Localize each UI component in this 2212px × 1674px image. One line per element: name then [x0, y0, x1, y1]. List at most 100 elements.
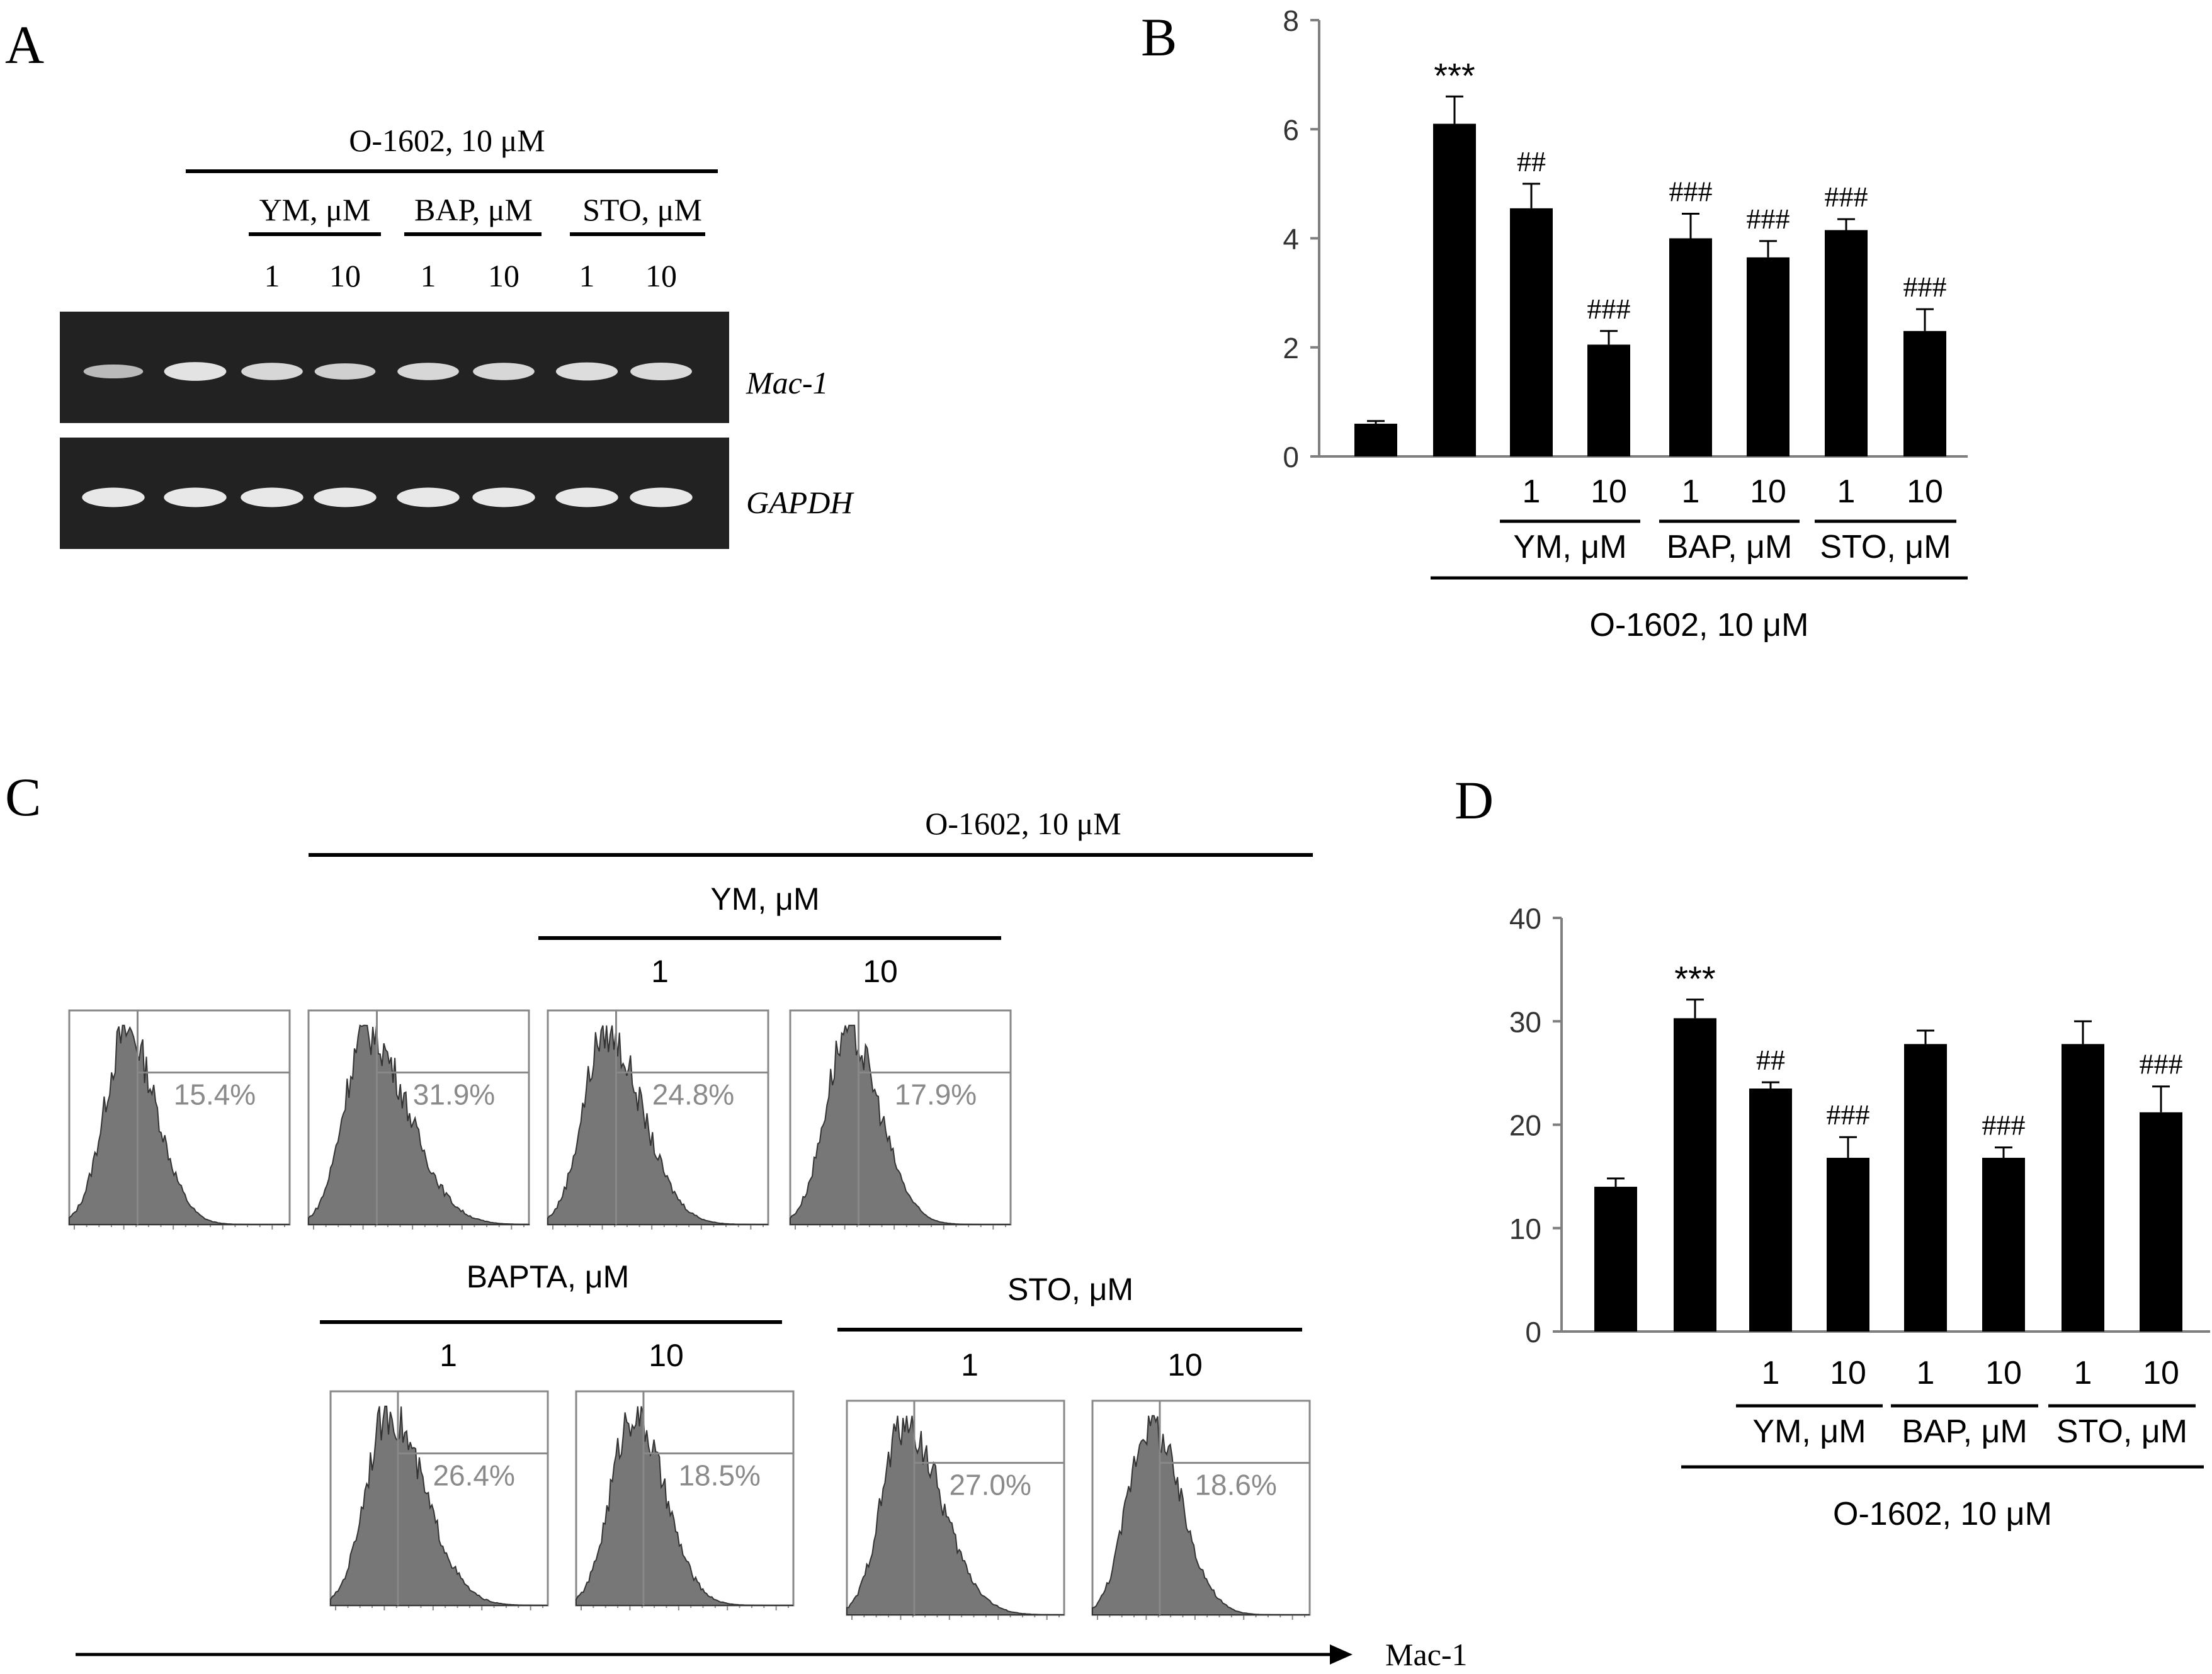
bar	[2140, 1112, 2182, 1332]
gel-gapdh-label: GAPDH	[746, 485, 854, 520]
y-tick-label: 0	[1283, 441, 1299, 473]
gel-gapdh-bands	[82, 487, 693, 507]
gel-mac1-label: Mac-1	[746, 365, 829, 400]
dose-label: 10	[1750, 473, 1786, 510]
dose-label: 1	[2074, 1355, 2092, 1391]
gel-band	[314, 363, 376, 380]
significance-label: ###	[1982, 1109, 2026, 1141]
gel-band	[397, 487, 460, 507]
treatment-label: O-1602, 10 μM	[1833, 1496, 2052, 1532]
gel-band	[82, 487, 145, 507]
gel-band	[314, 487, 377, 507]
bar	[1587, 344, 1630, 456]
gel-band	[164, 487, 227, 507]
significance-label: ***	[1674, 959, 1715, 998]
histogram-curve	[1092, 1415, 1310, 1615]
y-tick-label: 0	[1525, 1316, 1541, 1349]
gate-percentage: 26.4%	[433, 1459, 514, 1492]
significance-label: ###	[1903, 271, 1947, 303]
flow-histograms: 15.4% 31.9% 24.8% 17.9% 26.4% 18.5% 27.0% 18.6%	[68, 1009, 1311, 1620]
group-label: YM, μM	[1752, 1413, 1866, 1450]
histogram-plot: 24.8%	[547, 1009, 769, 1230]
gate-percentage: 27.0%	[949, 1469, 1031, 1502]
bar	[1747, 257, 1789, 456]
panel-a-dose-label: 10	[645, 258, 677, 293]
significance-label: ###	[2140, 1048, 2183, 1080]
bar	[2062, 1044, 2104, 1332]
histogram-curve	[576, 1406, 793, 1606]
bar	[1510, 208, 1553, 456]
gate-percentage: 31.9%	[413, 1078, 495, 1111]
histogram-plot: 15.4%	[68, 1009, 291, 1230]
gel-band	[241, 363, 303, 380]
y-tick-label: 2	[1283, 332, 1299, 365]
panel-a-group-label-sto: STO, μM	[582, 192, 702, 227]
panel-c-ym-label: YM, μM	[710, 881, 819, 917]
group-label: BAP, μM	[1667, 529, 1793, 565]
bar	[1904, 1044, 1947, 1332]
gate-percentage: 24.8%	[652, 1078, 734, 1111]
panel-a: A O-1602, 10 μM YM, μM BAP, μM STO, μM 1…	[5, 14, 854, 549]
bar	[1669, 238, 1712, 456]
group-label: YM, μM	[1513, 529, 1626, 565]
gel-band	[397, 363, 459, 380]
y-tick-label: 20	[1509, 1109, 1541, 1142]
dose-label: 10	[1830, 1355, 1866, 1391]
dose-label: 10	[1907, 473, 1943, 510]
dose-label: 1	[1917, 1355, 1935, 1391]
panel-c-label: C	[5, 767, 41, 827]
panel-c-treatment-label: O-1602, 10 μM	[925, 806, 1121, 841]
y-tick-label: 30	[1509, 1005, 1541, 1038]
histogram-curve	[69, 1024, 290, 1225]
histogram-plot: 17.9%	[789, 1009, 1012, 1230]
bar	[1354, 424, 1397, 456]
gate-percentage: 15.4%	[174, 1078, 256, 1111]
histogram-plot: 26.4%	[329, 1390, 549, 1610]
mac1-axis-label: Mac-1	[1385, 1637, 1468, 1672]
panel-a-dose-label: 1	[421, 258, 436, 293]
panel-a-label: A	[5, 14, 44, 75]
histogram-curve	[330, 1405, 548, 1606]
panel-a-dose-label: 1	[264, 258, 280, 293]
histogram-plot: 31.9%	[307, 1009, 530, 1230]
group-label: STO, μM	[1820, 529, 1951, 565]
panel-a-dose-label: 1	[579, 258, 595, 293]
significance-label: ###	[1669, 176, 1713, 208]
panel-c-dose-label: 1	[440, 1338, 457, 1373]
significance-label: ##	[1517, 145, 1546, 178]
panel-c-dose-label: 1	[961, 1347, 978, 1383]
panel-a-treatment-label: O-1602, 10 μM	[349, 123, 545, 158]
significance-label: ###	[1825, 181, 1868, 213]
gel-band	[241, 487, 303, 507]
panel-a-group-label-bap: BAP, μM	[414, 192, 533, 227]
gel-mac1-bands	[83, 362, 692, 381]
bar	[1825, 230, 1868, 456]
group-label: BAP, μM	[1902, 1413, 2028, 1450]
gate-percentage: 17.9%	[895, 1078, 977, 1111]
arrow-head-icon	[1330, 1644, 1353, 1665]
dose-label: 10	[1591, 473, 1627, 510]
dose-label: 1	[1837, 473, 1856, 510]
panel-c: C O-1602, 10 μM YM, μM 1 10 BAPTA, μM ST…	[5, 767, 1468, 1672]
dose-label: 10	[1985, 1355, 2022, 1391]
y-tick-label: 40	[1509, 902, 1541, 935]
gate-percentage: 18.5%	[678, 1459, 760, 1492]
panel-b-label: B	[1141, 7, 1177, 67]
gel-band	[555, 487, 618, 507]
significance-label: ##	[1756, 1044, 1785, 1076]
panel-c-bapta-label: BAPTA, μM	[467, 1259, 629, 1294]
gate-percentage: 18.6%	[1194, 1469, 1276, 1502]
significance-label: ###	[1747, 203, 1790, 235]
y-tick-label: 8	[1283, 4, 1299, 37]
gel-band	[555, 362, 618, 381]
bar	[1433, 123, 1476, 456]
histogram-plot: 27.0%	[846, 1400, 1065, 1620]
treatment-label: O-1602, 10 μM	[1590, 607, 1809, 643]
histogram-plot: 18.6%	[1091, 1400, 1311, 1620]
y-tick-label: 6	[1283, 113, 1299, 146]
dose-label: 1	[1523, 473, 1541, 510]
